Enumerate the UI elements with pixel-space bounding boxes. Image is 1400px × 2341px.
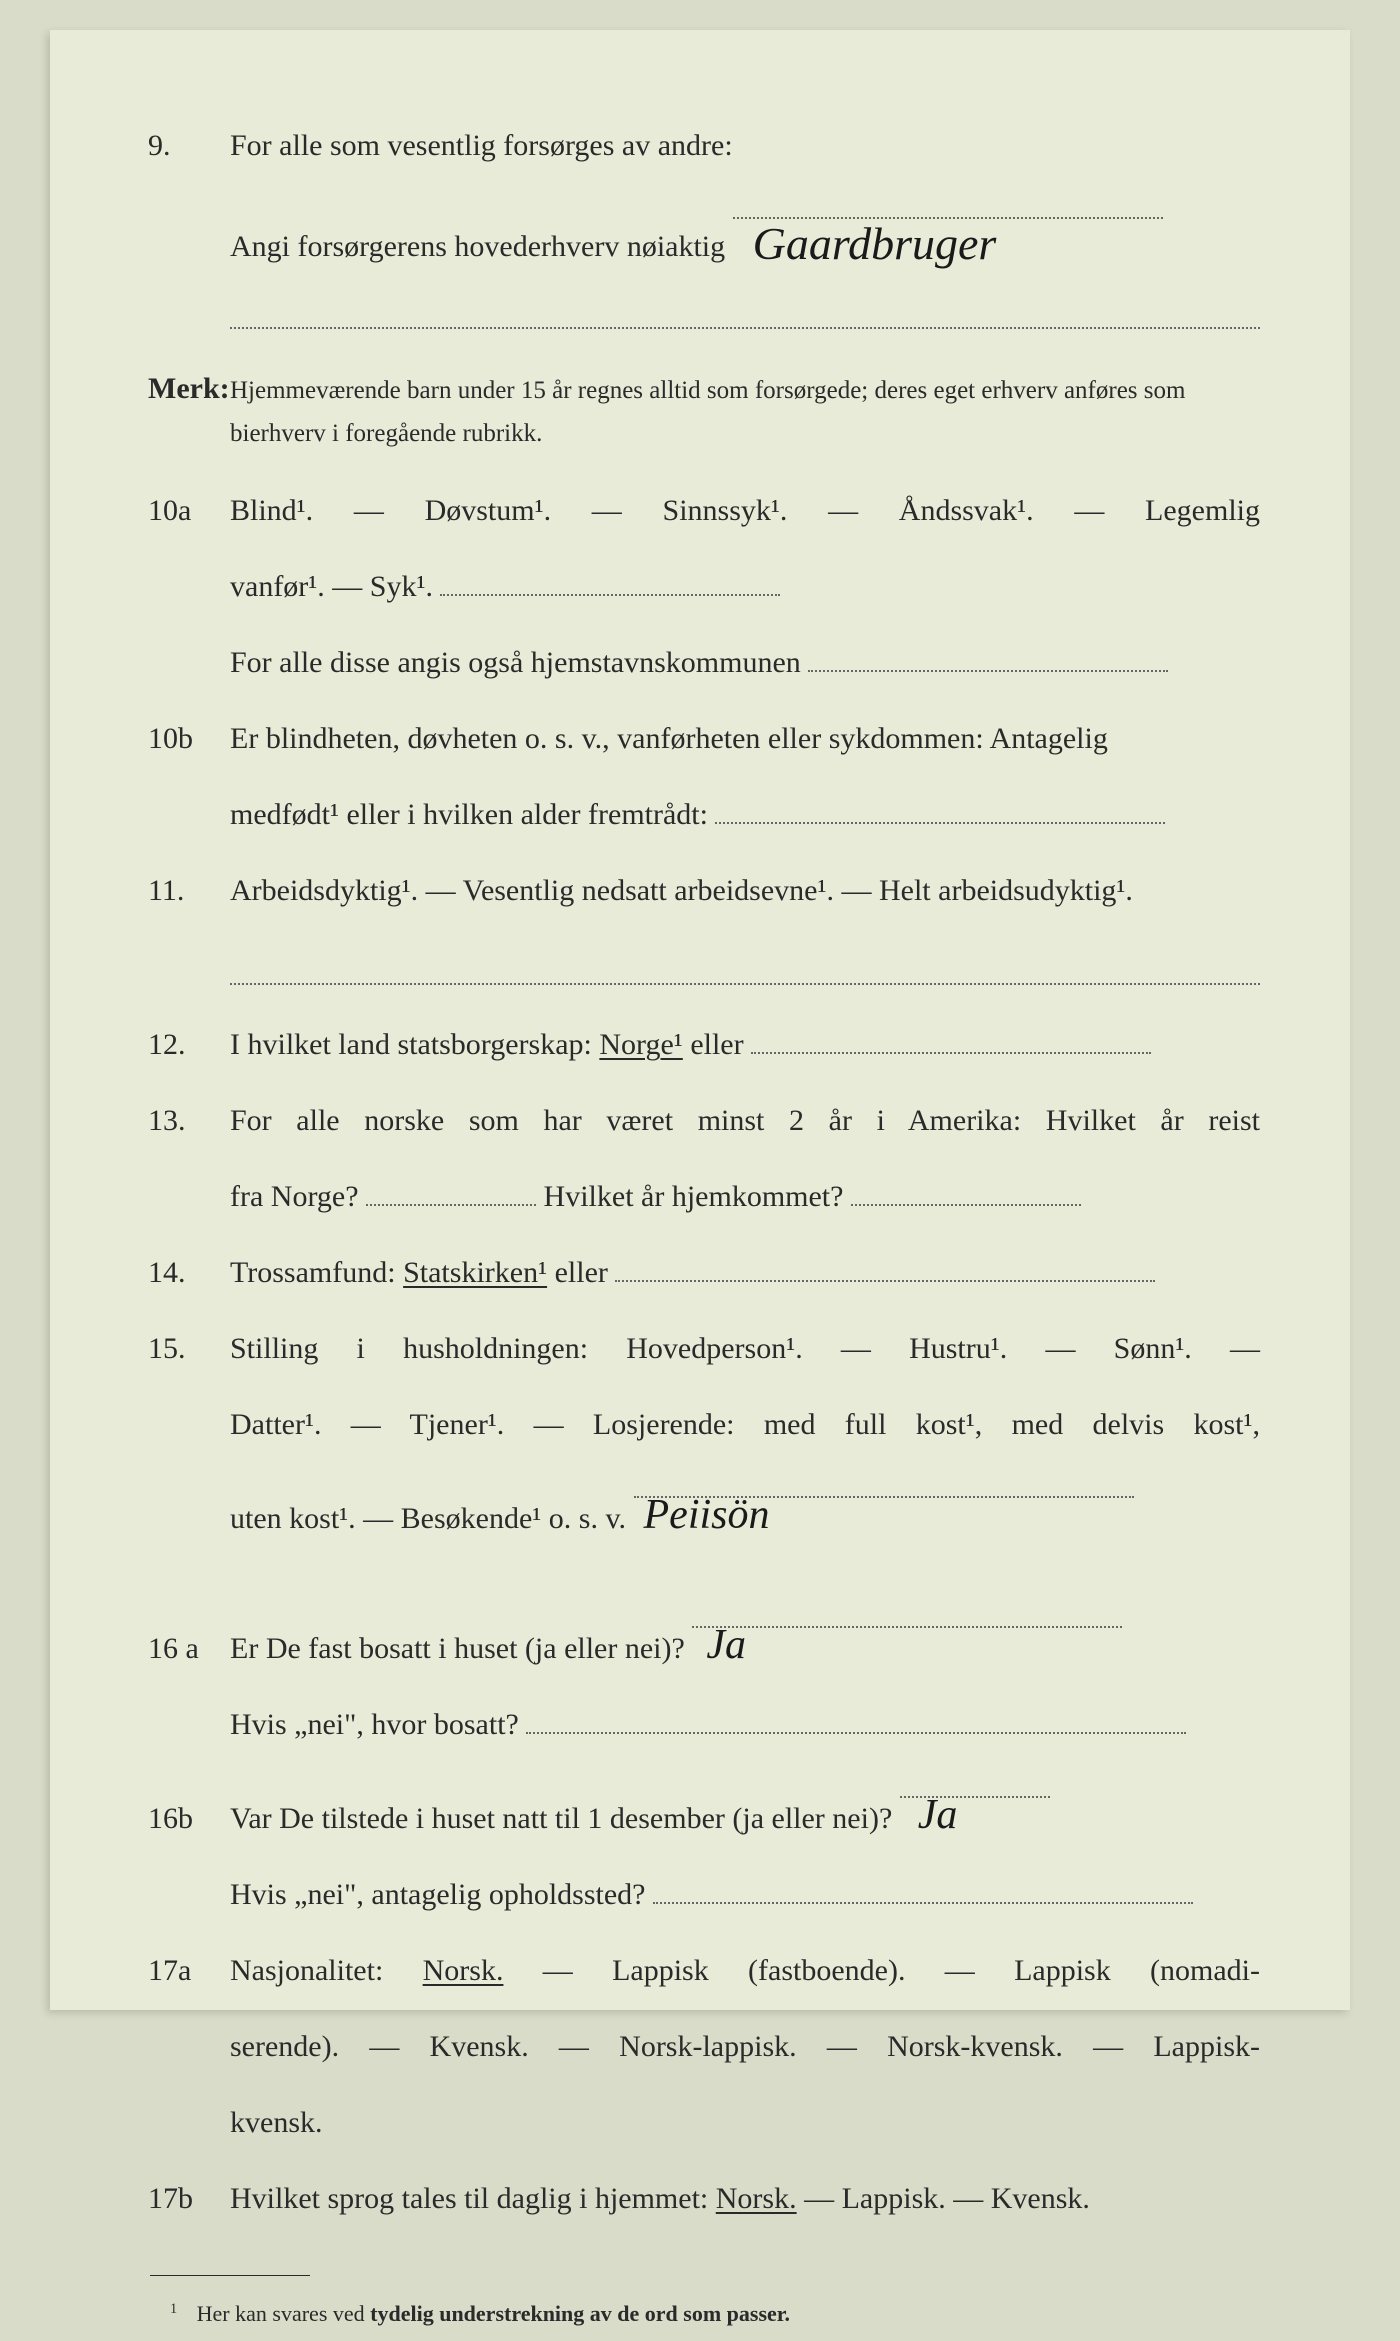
q16b-num: 16b [140, 1783, 230, 1855]
q17a-pre: Nasjonalitet: [230, 1954, 423, 1987]
q11-row: 11. Arbeidsdyktig¹. — Vesentlig nedsatt … [140, 855, 1260, 927]
q15-text3: uten kost¹. — Besøkende¹ o. s. v. [230, 1502, 626, 1535]
q11-text: Arbeidsdyktig¹. — Vesentlig nedsatt arbe… [230, 855, 1260, 927]
q17a-line2: serende). — Kvensk. — Norsk-lappisk. — N… [140, 2011, 1260, 2083]
q12-row: 12. I hvilket land statsborgerskap: Norg… [140, 1009, 1260, 1081]
footnote-rule [150, 2275, 310, 2276]
q15-line3: uten kost¹. — Besøkende¹ o. s. v. Peiisö… [140, 1465, 1260, 1555]
q17b-und: Norsk. [716, 2182, 797, 2215]
q13-text2b: Hvilket år hjemkommet? [544, 1180, 844, 1213]
q13-blank1 [366, 1173, 536, 1206]
q15-text2: Datter¹. — Tjener¹. — Losjerende: med fu… [230, 1389, 1260, 1461]
q17a-und: Norsk. [423, 1954, 504, 1987]
q15-answer-line: Peiisön [634, 1465, 1134, 1498]
q10a-line1: 10a Blind¹. — Døvstum¹. — Sinnssyk¹. — Å… [140, 475, 1260, 547]
q10b-blank [715, 791, 1165, 824]
q16a-num: 16 a [140, 1613, 230, 1685]
q16a-line1: 16 a Er De fast bosatt i huset (ja eller… [140, 1595, 1260, 1685]
q17b-pre: Hvilket sprog tales til daglig i hjemmet… [230, 2182, 716, 2215]
q10b-text1: Er blindheten, døvheten o. s. v., vanfør… [230, 703, 1260, 775]
q16b-line1: 16b Var De tilstede i huset natt til 1 d… [140, 1765, 1260, 1855]
q9-line1: 9. For alle som vesentlig forsørges av a… [140, 110, 1260, 182]
q17b-num: 17b [140, 2163, 230, 2235]
q15-line2: Datter¹. — Tjener¹. — Losjerende: med fu… [140, 1389, 1260, 1461]
footnote-mark: 1 [170, 2301, 177, 2317]
q16b-sub: Hvis „nei", antagelig opholdssted? [230, 1878, 646, 1911]
q14-num: 14. [140, 1237, 230, 1309]
q9-answer-line: Gaardbruger [733, 186, 1163, 219]
q10a-text2: vanfør¹. — Syk¹. [230, 570, 433, 603]
q9-text2: Angi forsørgerens hovederhverv nøiaktig [230, 230, 725, 263]
q10a-line2: vanfør¹. — Syk¹. [140, 551, 1260, 623]
q16b-blank2 [653, 1871, 1193, 1904]
q13-num: 13. [140, 1085, 230, 1157]
q16a-line2: Hvis „nei", hvor bosatt? [140, 1689, 1260, 1761]
q15-answer: Peiisön [644, 1492, 770, 1538]
q14-pre: Trossamfund: [230, 1256, 403, 1289]
q10b-line2: medfødt¹ eller i hvilken alder fremtrådt… [140, 779, 1260, 851]
q13-line2: fra Norge? Hvilket år hjemkommet? [140, 1161, 1260, 1233]
q17b-post: — Lappisk. — Kvensk. [797, 2182, 1090, 2215]
q11-num: 11. [140, 855, 230, 927]
q15-line1: 15. Stilling i husholdningen: Hovedperso… [140, 1313, 1260, 1385]
merk-text: Hjemmeværende barn under 15 år regnes al… [230, 370, 1260, 455]
q10a-opts: Blind¹. — Døvstum¹. — Sinnssyk¹. — Åndss… [230, 475, 1260, 547]
q16b-blank: Ja [900, 1765, 1050, 1798]
q10b-line1: 10b Er blindheten, døvheten o. s. v., va… [140, 703, 1260, 775]
q9-num: 9. [140, 110, 230, 182]
footnote-pre: Her kan svares ved [197, 2301, 371, 2326]
q12-blank [751, 1021, 1151, 1054]
q16b-answer: Ja [918, 1792, 958, 1838]
q17a-num: 17a [140, 1935, 230, 2007]
q10b-num: 10b [140, 703, 230, 775]
q14-row: 14. Trossamfund: Statskirken¹ eller [140, 1237, 1260, 1309]
q16a-blank2 [526, 1701, 1186, 1734]
q10a-line3: For alle disse angis også hjemstavnskomm… [140, 627, 1260, 699]
q10a-num: 10a [140, 475, 230, 547]
q10a-blank2 [808, 639, 1168, 672]
q12-pre: I hvilket land statsborgerskap: [230, 1028, 599, 1061]
q9-line2: Angi forsørgerens hovederhverv nøiaktig … [140, 186, 1260, 283]
q17b-row: 17b Hvilket sprog tales til daglig i hje… [140, 2163, 1260, 2235]
q12-num: 12. [140, 1009, 230, 1081]
census-form-page: 9. For alle som vesentlig forsørges av a… [50, 30, 1350, 2010]
q14-blank [615, 1249, 1155, 1282]
q10a-text3: For alle disse angis også hjemstavnskomm… [230, 646, 801, 679]
q16b-line2: Hvis „nei", antagelig opholdssted? [140, 1859, 1260, 1931]
q16a-sub: Hvis „nei", hvor bosatt? [230, 1708, 519, 1741]
q13-blank2 [851, 1173, 1081, 1206]
footnote: 1 Her kan svares ved tydelig understrekn… [170, 2288, 1260, 2341]
q11-blank [230, 943, 1260, 985]
q17a-text2: serende). — Kvensk. — Norsk-lappisk. — N… [230, 2011, 1260, 2083]
q16b-q: Var De tilstede i huset natt til 1 desem… [230, 1802, 892, 1835]
q17a-text3: kvensk. [230, 2087, 1260, 2159]
q13-text2a: fra Norge? [230, 1180, 359, 1213]
q12-und: Norge¹ [599, 1028, 682, 1061]
q15-num: 15. [140, 1313, 230, 1385]
q12-post: eller [683, 1028, 744, 1061]
q10b-text2: medfødt¹ eller i hvilken alder fremtrådt… [230, 798, 708, 831]
q16a-answer: Ja [706, 1622, 746, 1668]
q13-text1: For alle norske som har været minst 2 år… [230, 1085, 1260, 1157]
q15-text1: Stilling i husholdningen: Hovedperson¹. … [230, 1313, 1260, 1385]
q14-post: eller [547, 1256, 608, 1289]
q16a-q: Er De fast bosatt i huset (ja eller nei)… [230, 1632, 685, 1665]
q10a-blank [440, 563, 780, 596]
q17a-line1: 17a Nasjonalitet: Norsk. — Lappisk (fast… [140, 1935, 1260, 2007]
footnote-bold: tydelig understrekning av de ord som pas… [370, 2301, 790, 2326]
q14-und: Statskirken¹ [403, 1256, 547, 1289]
q9-answer: Gaardbruger [753, 218, 997, 269]
merk-row: Merk: Hjemmeværende barn under 15 år reg… [140, 353, 1260, 455]
merk-label: Merk: [140, 353, 230, 425]
q13-line1: 13. For alle norske som har været minst … [140, 1085, 1260, 1157]
q9-text1: For alle som vesentlig forsørges av andr… [230, 110, 1260, 182]
q17a-post1: — Lappisk (fastboende). — Lappisk (nomad… [503, 1954, 1260, 1987]
q9-blank-line [230, 287, 1260, 329]
q17a-line3: kvensk. [140, 2087, 1260, 2159]
q16a-blank: Ja [692, 1595, 1122, 1628]
